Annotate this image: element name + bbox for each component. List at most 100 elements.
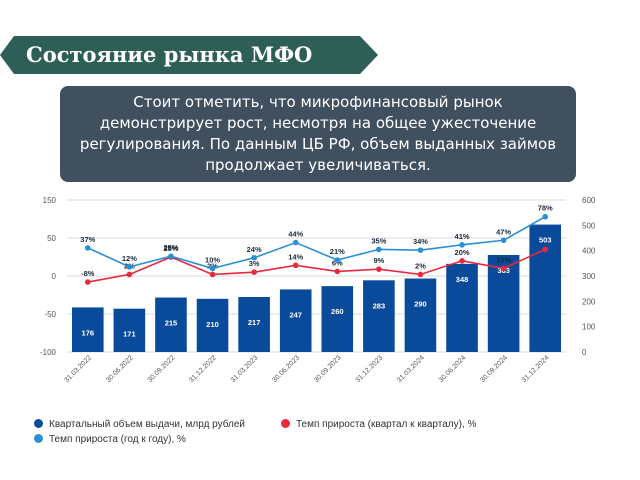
info-text: Стоит отметить, что микрофинансовый рыно… (79, 93, 557, 174)
yoy-point (376, 246, 382, 253)
qoq-label: 6% (332, 258, 343, 267)
bar (404, 278, 437, 352)
bar-value-label: 217 (248, 318, 261, 327)
yoy-label: 10% (205, 255, 220, 264)
legend-label-bars: Квартальный объем выдачи, млрд рублей (49, 419, 246, 430)
qoq-point (542, 246, 549, 253)
bar (529, 224, 562, 352)
bar-value-label: 348 (456, 275, 469, 284)
left-axis-tick: 50 (47, 234, 56, 243)
bar (238, 297, 270, 352)
qoq-point (251, 269, 257, 275)
info-box: Стоит отметить, что микрофинансовый рыно… (60, 86, 576, 182)
x-axis-tick: 30.09.2022 (147, 354, 177, 384)
page-title: Состояние рынка МФО (26, 42, 313, 67)
yoy-point (126, 264, 133, 270)
yoy-label: 44% (288, 230, 303, 239)
yoy-label: 24% (247, 245, 262, 254)
bar (321, 286, 354, 352)
right-axis-tick: 600 (582, 196, 596, 205)
bar (113, 308, 146, 352)
yoy-label: 34% (413, 237, 428, 246)
qoq-label: 10% (496, 255, 511, 264)
yoy-line (87, 216, 546, 270)
bar (196, 298, 229, 352)
legend-item-bars: Квартальный объем выдачи, млрд рублей (34, 418, 245, 432)
yoy-label: 47% (496, 227, 511, 236)
legend-dot-yoy (34, 433, 43, 443)
qoq-label: 3% (249, 259, 260, 268)
left-axis-tick: -100 (40, 348, 57, 357)
yoy-point (542, 213, 549, 220)
yoy-label: 35% (371, 236, 386, 245)
x-axis-tick: 30.09.2023 (313, 354, 343, 384)
yoy-point (251, 254, 257, 261)
right-axis-tick: 300 (582, 272, 596, 281)
qoq-label: 20% (455, 248, 470, 257)
qoq-point (126, 271, 133, 278)
bar (446, 263, 478, 352)
x-axis-tick: 30.06.2022 (105, 354, 135, 384)
qoq-point (292, 262, 299, 269)
qoq-point (417, 271, 424, 278)
x-axis-tick: 31.03.2023 (230, 354, 260, 384)
bar-value-label: 283 (373, 301, 386, 310)
yoy-label: 12% (122, 254, 137, 263)
bar (71, 307, 104, 352)
right-axis-tick: 500 (582, 221, 596, 230)
yoy-label: 41% (455, 232, 470, 241)
x-axis-tick: 31.12.2023 (355, 354, 385, 384)
bar-value-label: 171 (123, 330, 136, 339)
bar-value-label: 290 (414, 300, 427, 309)
x-axis-tick: 31.03.2024 (396, 354, 426, 384)
right-axis-tick: 400 (582, 247, 596, 256)
x-axis-tick: 30.06.2024 (438, 354, 468, 384)
yoy-point (459, 242, 465, 248)
yoy-point (84, 245, 91, 251)
qoq-label: 2% (415, 261, 426, 270)
yoy-point (500, 237, 507, 244)
bar (279, 289, 312, 352)
qoq-point (209, 271, 216, 278)
yoy-point (209, 265, 216, 272)
qoq-point (500, 265, 507, 272)
legend-dot-qoq (281, 418, 290, 428)
yoy-label: 37% (80, 235, 95, 244)
right-axis-tick: 200 (582, 297, 596, 306)
x-axis-tick: 30.09.2024 (479, 354, 509, 384)
left-axis-tick: 150 (43, 196, 57, 205)
bar (155, 297, 187, 352)
bar-value-label: 503 (539, 236, 552, 245)
bar-value-label: 247 (289, 310, 302, 319)
yoy-label: 25% (163, 243, 178, 252)
title-banner: Состояние рынка МФО (0, 36, 378, 74)
right-axis-tick: 100 (582, 323, 596, 332)
legend-item-yoy: Темп прироста (год к году), % (34, 433, 186, 447)
qoq-point (459, 258, 465, 264)
x-axis-tick: 31.03.2022 (63, 354, 93, 384)
bar (363, 280, 395, 352)
legend-label-yoy: Темп прироста (год к году), % (49, 434, 186, 445)
x-axis-tick: 31.12.2022 (188, 354, 218, 384)
qoq-point (334, 268, 341, 275)
qoq-line (87, 248, 546, 283)
left-axis-tick: -50 (44, 310, 56, 319)
yoy-point (334, 257, 341, 263)
x-axis-tick: 30.06.2023 (271, 354, 301, 384)
legend-label-qoq: Темп прироста (квартал к кварталу), % (296, 419, 477, 430)
legend-dot-bars (34, 418, 43, 428)
yoy-point (168, 253, 174, 260)
yoy-point (417, 247, 424, 253)
bar-value-label: 210 (206, 320, 219, 329)
qoq-label: 25% (163, 244, 178, 253)
qoq-label: 14% (288, 252, 303, 261)
qoq-point (376, 266, 382, 272)
bar-value-label: 260 (331, 307, 344, 316)
qoq-label: -8% (81, 269, 95, 278)
legend-item-qoq: Темп прироста (квартал к кварталу), % (281, 418, 476, 432)
bar-value-label: 176 (82, 328, 95, 337)
qoq-point (84, 279, 91, 285)
yoy-label: 21% (330, 247, 345, 256)
yoy-point (292, 239, 299, 246)
